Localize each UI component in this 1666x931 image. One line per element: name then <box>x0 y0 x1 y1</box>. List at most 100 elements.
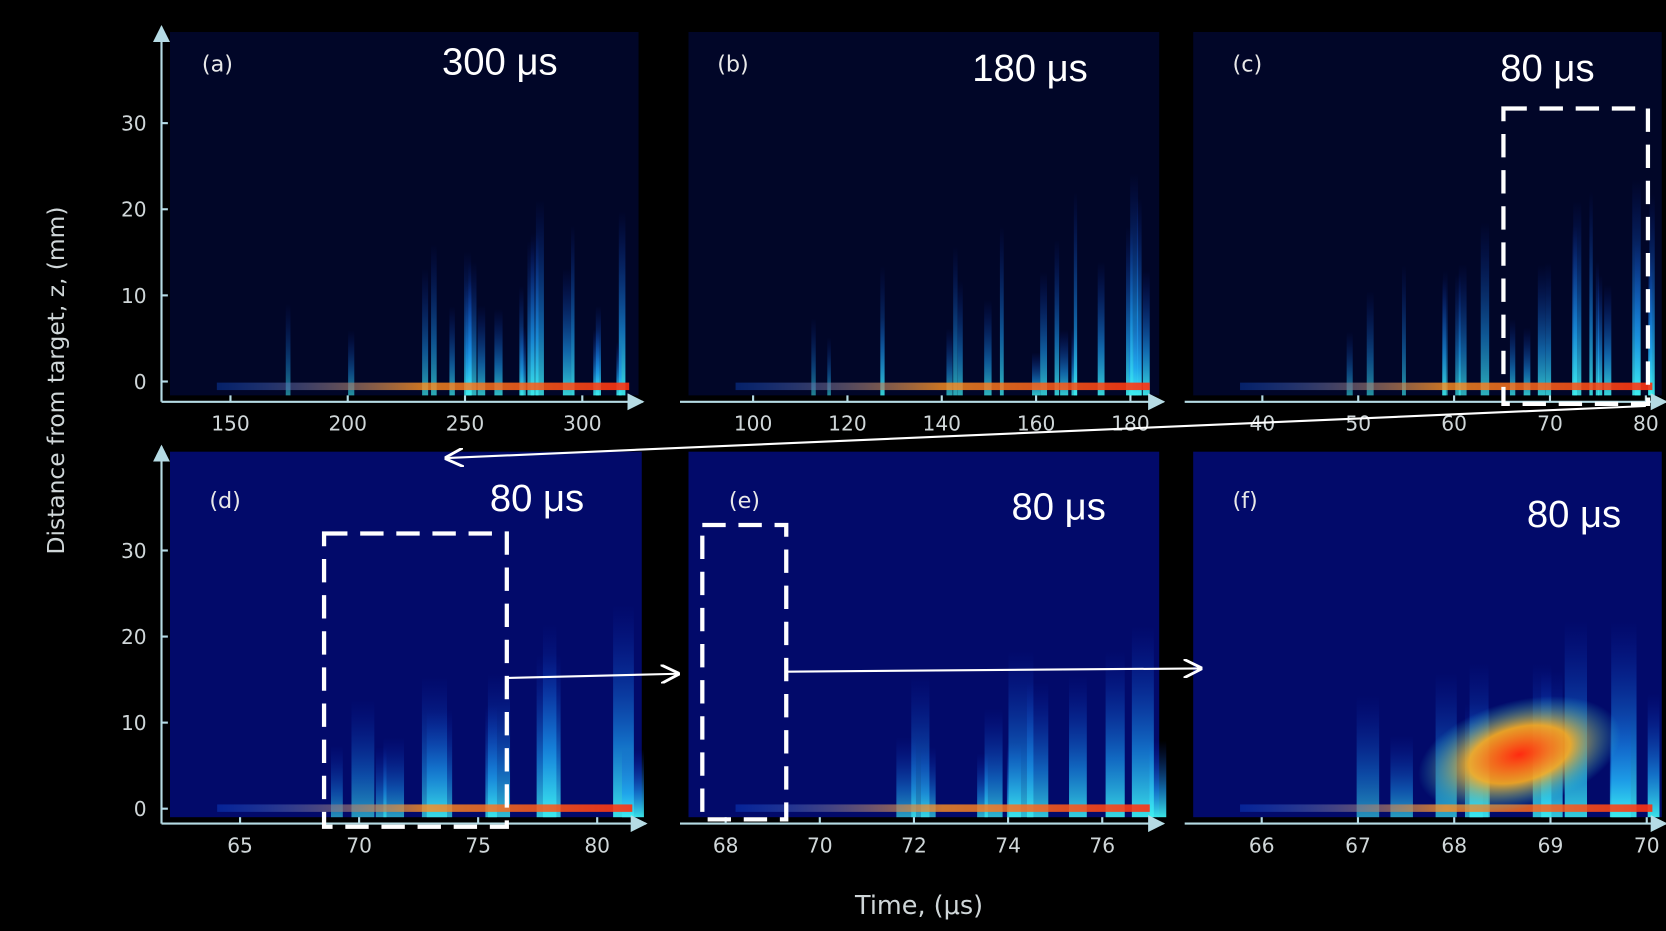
y-tick-label: 20 <box>121 625 147 649</box>
heatmap-streak <box>1648 252 1653 396</box>
x-tick-label: 180 <box>1111 411 1150 435</box>
x-tick-label: 75 <box>465 833 491 857</box>
heatmap-streak <box>1537 264 1546 396</box>
zoom-arrow <box>786 668 1200 671</box>
x-tick-label: 65 <box>227 833 253 857</box>
heatmap-streak <box>999 226 1004 396</box>
heatmap-streak <box>431 244 437 396</box>
heatmap-streak <box>920 746 936 818</box>
heatmap-baseline <box>1240 804 1653 812</box>
heatmap-image <box>1193 32 1662 396</box>
x-tick-label: 70 <box>807 833 833 857</box>
heatmap-streak <box>1455 273 1461 396</box>
heatmap-streak <box>618 211 626 396</box>
x-tick-label: 200 <box>328 411 367 435</box>
heatmap-streak <box>1647 693 1660 818</box>
heatmap-streak <box>1126 226 1133 396</box>
x-tick-label: 80 <box>584 833 610 857</box>
heatmap-streak <box>984 708 1003 818</box>
panel-label: (a) <box>202 51 233 77</box>
panel-label: (b) <box>717 51 749 77</box>
x-tick-label: 69 <box>1538 833 1564 857</box>
zoom-box <box>700 522 789 822</box>
heatmap-streak <box>1097 261 1105 396</box>
heatmap-streak <box>449 306 455 396</box>
heatmap-streak <box>621 749 644 818</box>
heatmap-streak <box>811 318 816 396</box>
x-tick-label: 120 <box>828 411 867 435</box>
y-tick-label: 30 <box>121 112 147 136</box>
x-tick-label: 70 <box>1634 833 1660 857</box>
panel-label: (c) <box>1233 51 1263 77</box>
y-tick-label: 30 <box>121 539 147 563</box>
heatmap-streak <box>1130 173 1139 396</box>
y-tick-label: 0 <box>134 370 147 394</box>
zoom-arrow <box>446 404 1646 458</box>
zoom-arrow <box>506 674 678 678</box>
heatmap-baseline <box>735 382 1150 391</box>
panel-duration: 80 μs <box>490 477 584 520</box>
heatmap-streak <box>880 265 885 396</box>
heatmap-streak <box>1509 318 1516 396</box>
heatmap-streak <box>1573 200 1582 396</box>
heatmap-baseline <box>217 804 633 812</box>
heatmap-streak <box>1598 274 1603 396</box>
x-tick-label: 66 <box>1249 833 1275 857</box>
heatmap-streak <box>1142 270 1150 396</box>
y-tick-label: 0 <box>134 797 147 821</box>
heatmap-streak <box>465 280 472 396</box>
x-tick-label: 70 <box>346 833 372 857</box>
heatmap-streak <box>827 337 831 396</box>
panel-label: (f) <box>1233 488 1258 514</box>
heatmap-streak <box>896 736 916 818</box>
heatmap-streak <box>494 308 503 396</box>
heatmap-streak <box>1105 651 1125 818</box>
heatmap-baseline <box>216 382 630 391</box>
heatmap-image <box>170 451 642 818</box>
heatmap-streak <box>593 329 600 396</box>
heatmap-streak <box>351 699 375 818</box>
heatmap-baseline <box>1240 382 1653 391</box>
heatmap-streak <box>485 705 497 818</box>
heatmap-streak <box>1069 675 1087 818</box>
heatmap-streak <box>953 246 958 396</box>
heatmap-streak <box>1356 695 1380 818</box>
heatmap-streak <box>530 232 539 396</box>
heatmap-streak <box>468 261 477 396</box>
heatmap-streak <box>1545 262 1552 396</box>
heatmap-streak <box>977 752 988 818</box>
heatmap-streak <box>1366 291 1374 396</box>
heatmap-streak <box>946 328 953 396</box>
panel-duration: 300 μs <box>442 41 558 84</box>
x-tick-label: 70 <box>1537 411 1563 435</box>
heatmap-streak <box>375 746 387 818</box>
zoom-box <box>321 531 509 829</box>
heatmap-streak <box>1136 197 1142 396</box>
heatmap-streak <box>421 676 448 818</box>
heatmap-streak <box>1040 271 1048 396</box>
heatmap-streak <box>1073 191 1078 396</box>
heatmap-streak <box>330 745 343 818</box>
heatmap-streak <box>477 305 486 396</box>
heatmap-streak <box>562 268 571 396</box>
heatmap-streak <box>1402 265 1406 396</box>
y-tick-label: 10 <box>121 711 147 735</box>
heatmap-streak <box>542 624 557 818</box>
heatmap-streak <box>957 280 963 396</box>
heatmap-streak <box>348 330 355 396</box>
x-tick-label: 76 <box>1089 833 1115 857</box>
x-tick-label: 74 <box>995 833 1021 857</box>
x-tick-label: 72 <box>901 833 927 857</box>
heatmap-streak <box>616 341 622 396</box>
heatmap-streak <box>1442 270 1448 396</box>
heatmap-streak <box>1026 681 1049 818</box>
heatmap-streak <box>383 737 405 818</box>
heatmap-streak <box>984 299 992 396</box>
panel-label: (e) <box>729 488 760 514</box>
heatmap-streak <box>1634 240 1640 396</box>
heatmap-streak <box>520 326 526 396</box>
x-tick-label: 67 <box>1345 833 1371 857</box>
heatmap-streak <box>1390 735 1413 818</box>
